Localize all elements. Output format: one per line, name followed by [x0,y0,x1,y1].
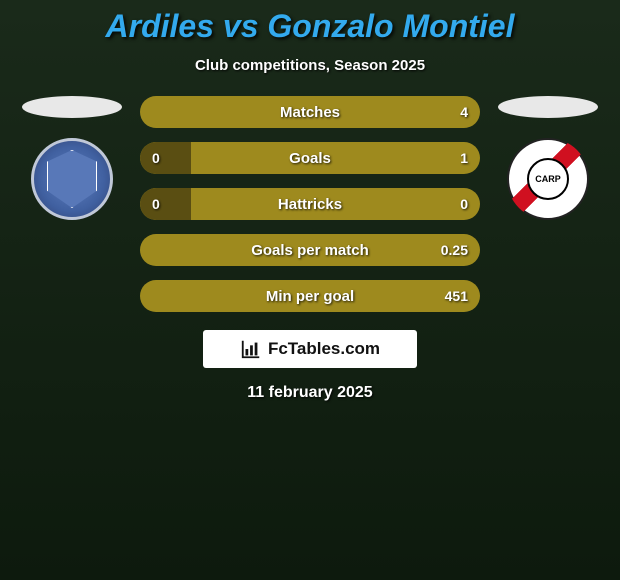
left-club-crest [31,138,113,220]
stat-bars: Matches40Goals10Hattricks0Goals per matc… [140,96,480,312]
stat-row: Min per goal451 [140,280,480,312]
stat-value-right: 1 [460,150,468,166]
comparison-panel: Matches40Goals10Hattricks0Goals per matc… [0,96,620,312]
stat-row: Matches4 [140,96,480,128]
chart-icon [240,338,262,360]
page-title: Ardiles vs Gonzalo Montiel [0,0,620,45]
stat-label: Min per goal [140,288,480,305]
stat-value-right: 0 [460,196,468,212]
stat-row: 0Goals1 [140,142,480,174]
stat-label: Hattricks [140,196,480,213]
right-crest-label: CARP [527,158,569,200]
stat-value-right: 0.25 [441,242,468,258]
brand-text: FcTables.com [268,339,380,359]
page-subtitle: Club competitions, Season 2025 [0,57,620,74]
stat-value-right: 4 [460,104,468,120]
right-club-crest: CARP [507,138,589,220]
right-player-photo-placeholder [498,96,598,118]
left-player-photo-placeholder [22,96,122,118]
date-label: 11 february 2025 [0,384,620,402]
right-player-column: CARP [498,96,598,220]
stat-label: Goals per match [140,242,480,259]
stat-row: 0Hattricks0 [140,188,480,220]
stat-row: Goals per match0.25 [140,234,480,266]
stat-value-right: 451 [445,288,468,304]
brand-badge[interactable]: FcTables.com [203,330,417,368]
left-player-column [22,96,122,220]
stat-label: Goals [140,150,480,167]
stat-label: Matches [140,104,480,121]
